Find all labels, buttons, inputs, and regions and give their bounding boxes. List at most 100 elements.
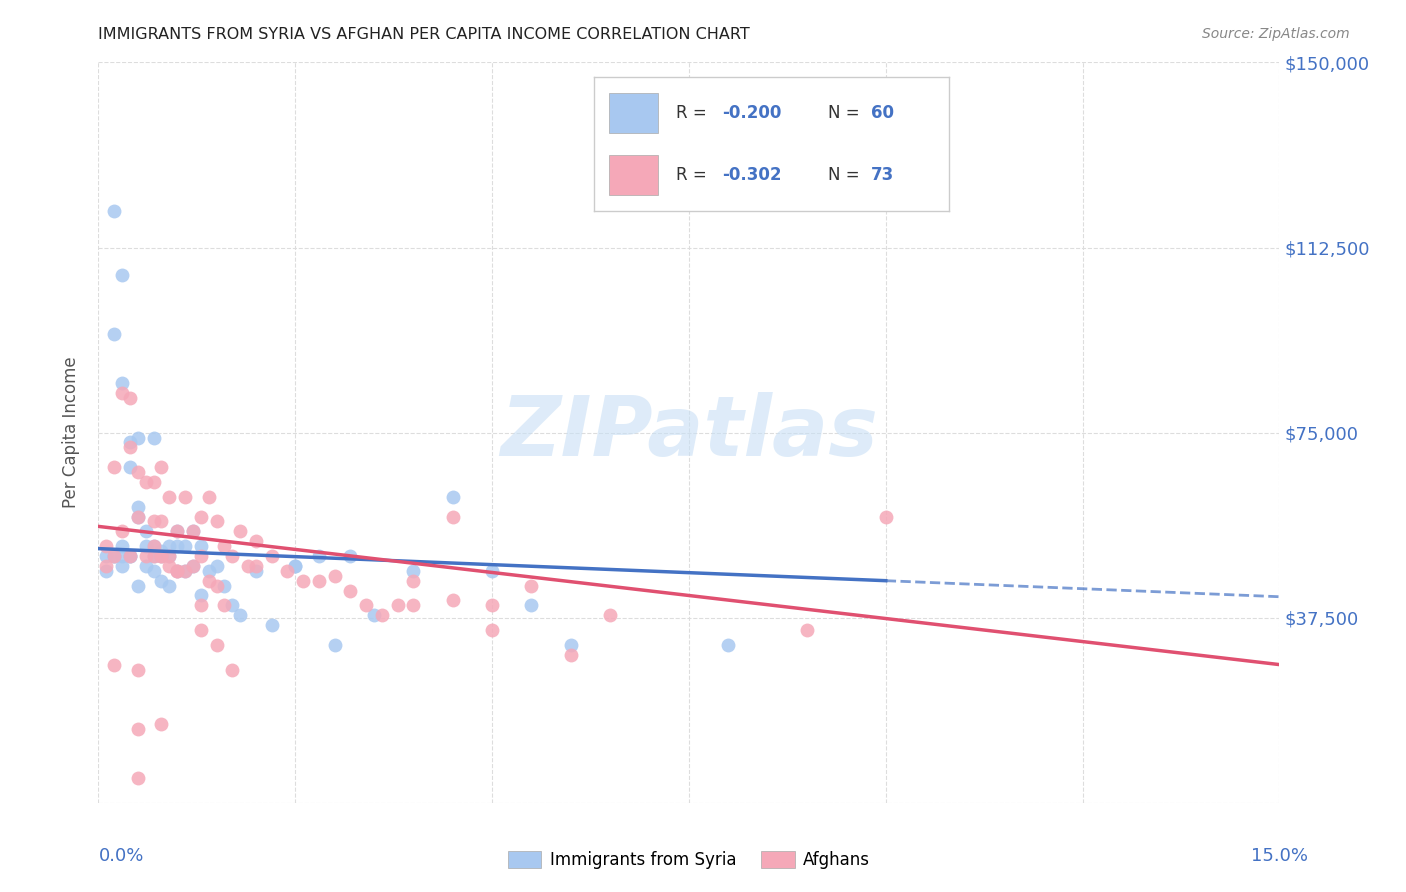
Point xyxy=(276,564,298,578)
Point xyxy=(157,549,180,563)
Point xyxy=(599,608,621,623)
Point xyxy=(221,663,243,677)
Point xyxy=(174,564,197,578)
Point xyxy=(190,599,212,613)
Point xyxy=(142,549,165,563)
Point xyxy=(157,558,180,573)
Point xyxy=(260,618,283,632)
Point xyxy=(245,558,267,573)
Point xyxy=(127,771,149,785)
Point xyxy=(260,549,283,563)
Point xyxy=(205,515,228,529)
Point xyxy=(127,431,149,445)
Point xyxy=(323,568,346,582)
Point xyxy=(214,599,236,613)
Point xyxy=(284,558,307,573)
Point xyxy=(166,539,188,553)
Y-axis label: Per Capita Income: Per Capita Income xyxy=(62,357,80,508)
Point xyxy=(221,599,243,613)
Point xyxy=(135,475,157,489)
Point xyxy=(441,593,464,607)
Point xyxy=(111,376,134,391)
Point xyxy=(142,539,165,553)
Point xyxy=(103,549,125,563)
Point xyxy=(371,608,394,623)
Point xyxy=(142,564,165,578)
Point xyxy=(441,490,464,504)
Point xyxy=(197,490,219,504)
Point xyxy=(717,638,740,652)
Text: ZIPatlas: ZIPatlas xyxy=(501,392,877,473)
Point xyxy=(103,657,125,672)
Point xyxy=(363,608,385,623)
Point xyxy=(118,549,141,563)
Point xyxy=(127,722,149,736)
Point xyxy=(142,431,165,445)
Point xyxy=(481,564,503,578)
Point xyxy=(96,539,118,553)
Point xyxy=(118,460,141,475)
Point xyxy=(135,524,157,539)
Point xyxy=(103,203,125,218)
Point xyxy=(127,509,149,524)
Point xyxy=(308,574,330,588)
Point xyxy=(520,579,543,593)
Point xyxy=(308,549,330,563)
Point xyxy=(111,386,134,401)
Point xyxy=(520,599,543,613)
Point xyxy=(111,558,134,573)
Point xyxy=(284,558,307,573)
Point xyxy=(339,549,361,563)
Point xyxy=(205,638,228,652)
Point xyxy=(103,549,125,563)
Point xyxy=(157,539,180,553)
Legend: Immigrants from Syria, Afghans: Immigrants from Syria, Afghans xyxy=(502,845,876,876)
Point xyxy=(111,268,134,282)
Point xyxy=(323,638,346,652)
Point xyxy=(402,564,425,578)
Point xyxy=(190,549,212,563)
Point xyxy=(481,623,503,637)
Point xyxy=(174,539,197,553)
Point xyxy=(166,564,188,578)
Point xyxy=(197,574,219,588)
Point xyxy=(157,579,180,593)
Point xyxy=(214,539,236,553)
Point xyxy=(190,539,212,553)
Point xyxy=(157,549,180,563)
Point xyxy=(229,524,252,539)
Point xyxy=(142,515,165,529)
Text: 0.0%: 0.0% xyxy=(98,847,143,865)
Point xyxy=(127,579,149,593)
Point xyxy=(181,558,204,573)
Point xyxy=(150,549,173,563)
Point xyxy=(150,460,173,475)
Point xyxy=(150,549,173,563)
Point xyxy=(127,465,149,479)
Point xyxy=(118,435,141,450)
Point xyxy=(111,524,134,539)
Point xyxy=(150,549,173,563)
Point xyxy=(142,539,165,553)
Point xyxy=(387,599,409,613)
Point xyxy=(166,524,188,539)
Point xyxy=(229,608,252,623)
Point xyxy=(150,574,173,588)
Point xyxy=(135,558,157,573)
Point xyxy=(96,564,118,578)
Point xyxy=(103,460,125,475)
Point xyxy=(245,564,267,578)
Point xyxy=(481,599,503,613)
Point xyxy=(96,558,118,573)
Point xyxy=(127,500,149,514)
Point xyxy=(339,583,361,598)
Point xyxy=(166,564,188,578)
Point xyxy=(402,599,425,613)
Point xyxy=(181,524,204,539)
Point xyxy=(118,549,141,563)
Point xyxy=(150,544,173,558)
Point xyxy=(127,663,149,677)
Point xyxy=(174,564,197,578)
Point xyxy=(142,549,165,563)
Point xyxy=(127,509,149,524)
